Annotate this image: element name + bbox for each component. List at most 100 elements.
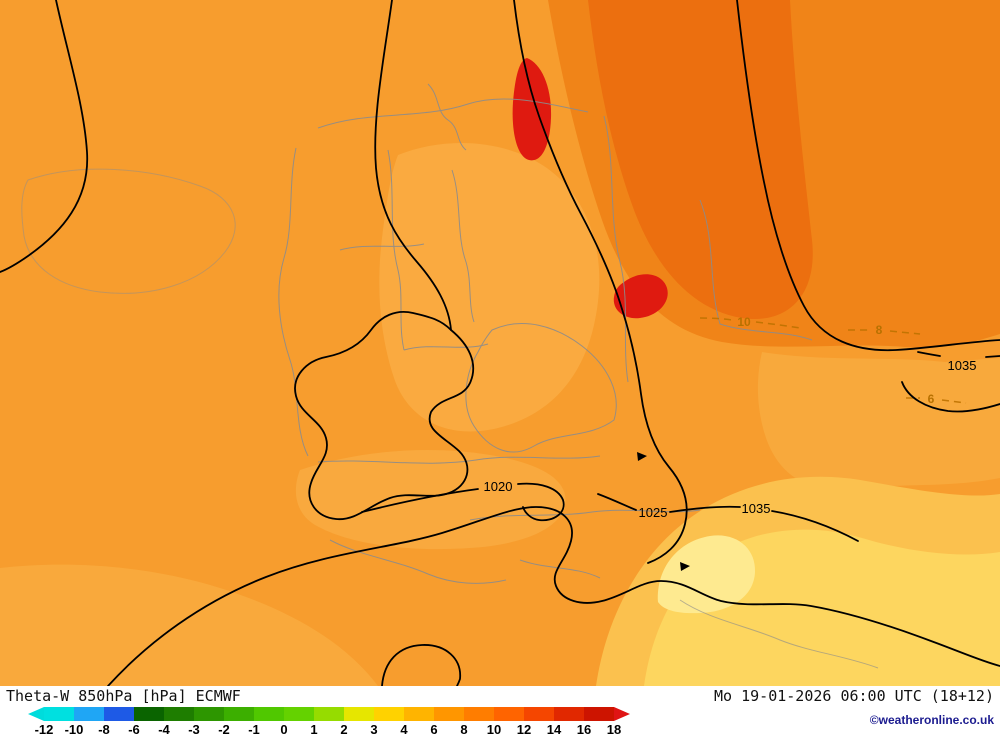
colorbar-legend <box>28 707 630 721</box>
colorbar-segment <box>284 707 314 721</box>
contour-label-1035: 1035 <box>948 358 977 373</box>
border-internal-1 <box>387 149 489 351</box>
temp-region-hot-blob-center <box>613 274 668 319</box>
colorbar-tick-label: -4 <box>158 722 170 737</box>
colorbar-segments <box>44 707 614 721</box>
coastline-northwest <box>21 168 236 294</box>
temp-region-coolest-pocket <box>657 535 756 614</box>
colorbar-tick-label: -12 <box>34 722 54 737</box>
colorbar-tick-label: -3 <box>188 722 200 737</box>
colorbar-segment <box>314 707 344 721</box>
colorbar-tick-label: -1 <box>248 722 260 737</box>
colorbar-tick-label: 10 <box>486 722 502 737</box>
temp-region-warm-core <box>588 0 813 320</box>
border-internal-2 <box>339 243 425 251</box>
colorbar-segment <box>584 707 614 721</box>
contour-label-8: 8 <box>876 323 883 337</box>
colorbar-segment <box>464 707 494 721</box>
contour-label-1025: 1025 <box>639 505 668 520</box>
theta-contour-6 <box>906 397 967 404</box>
colorbar-segment <box>134 707 164 721</box>
border-south <box>317 455 601 464</box>
isobar-west <box>0 0 89 273</box>
colorbar-tick-label: 2 <box>340 722 348 737</box>
colorbar-tick-label: 8 <box>460 722 468 737</box>
colorbar-segment <box>224 707 254 721</box>
colorbar-arrow-left-icon <box>28 707 44 721</box>
footer-scale: -12 -10 -8 -6 -4 -3 -2 -1 0 1 2 3 4 6 8 10 12 14 16 18 ©wea… <box>0 705 1000 737</box>
isobar-central-cell <box>294 311 475 520</box>
contour-tick-2 <box>680 562 690 571</box>
colorbar-segment <box>374 707 404 721</box>
colorbar-segment <box>554 707 584 721</box>
colorbar-tick-label: -10 <box>64 722 84 737</box>
colorbar-segment <box>434 707 464 721</box>
theta-contours <box>699 317 967 404</box>
isobar-northeast <box>736 0 1000 352</box>
footer: Theta-W 850hPa [hPa] ECMWF Mo 19-01-2026… <box>0 686 1000 737</box>
colorbar-segment <box>164 707 194 721</box>
colorbar-tick-label: 1 <box>310 722 318 737</box>
temp-region-southwest-band <box>0 564 378 686</box>
colorbar-segment <box>404 707 434 721</box>
colorbar-tick-label: -8 <box>98 722 110 737</box>
colorbar-tick-label: 14 <box>546 722 562 737</box>
colorbar-segment <box>524 707 554 721</box>
colorbar-segment <box>344 707 374 721</box>
temp-region-hot-blob-north <box>512 58 552 161</box>
border-north <box>317 98 589 129</box>
isobar-1025-1035 <box>597 493 859 542</box>
colorbar-tick-label: 3 <box>370 722 378 737</box>
colorbar-tick-labels: -12 -10 -8 -6 -4 -3 -2 -1 0 1 2 3 4 6 8 10 12 14 16 18 <box>35 722 624 737</box>
border-bohemia <box>465 323 617 453</box>
copyright: ©weatheronline.co.uk <box>869 713 994 727</box>
temp-region-east-band <box>757 352 1000 490</box>
colorbar-arrow-right-icon <box>614 707 630 721</box>
border-internal-3 <box>451 169 475 323</box>
colorbar-segment <box>44 707 74 721</box>
isobar-south-sweep <box>107 506 1000 686</box>
temperature-shading <box>0 0 1000 686</box>
coastline-north <box>427 83 467 151</box>
contour-label-6: 6 <box>928 392 935 406</box>
chart-datetime: Mo 19-01-2026 06:00 UTC (18+12) <box>714 687 994 705</box>
contour-label-1020: 1020 <box>484 479 513 494</box>
colorbar-tick-label: 12 <box>516 722 532 737</box>
isobar-1035-lower <box>901 381 1000 413</box>
theta-contour-8 <box>848 329 921 335</box>
colorbar-tick-label: -6 <box>128 722 140 737</box>
border-west <box>278 147 309 457</box>
colorbar-segment <box>494 707 524 721</box>
border-alps <box>469 509 701 521</box>
colorbar-tick-label: -2 <box>218 722 230 737</box>
country-borders <box>21 83 879 669</box>
colorbar-segment <box>194 707 224 721</box>
colorbar-segment <box>254 707 284 721</box>
footer-titles: Theta-W 850hPa [hPa] ECMWF Mo 19-01-2026… <box>0 686 1000 705</box>
border-east <box>603 115 629 383</box>
weather-map-canvas: 1020 1025 1035 1035 10 8 6 <box>0 0 1000 686</box>
isobar-north-center <box>374 0 452 331</box>
colorbar-tick-label: 18 <box>606 722 622 737</box>
colorbar-segment <box>104 707 134 721</box>
border-internal-4 <box>329 539 601 584</box>
colorbar-tick-label: 4 <box>400 722 408 737</box>
chart-title: Theta-W 850hPa [hPa] ECMWF <box>6 687 241 705</box>
contour-label-10: 10 <box>737 315 751 329</box>
theta-contour-10 <box>699 317 801 329</box>
colorbar-tick-label: 16 <box>576 722 592 737</box>
border-east-2 <box>699 199 813 341</box>
colorbar-tick-label: 0 <box>280 722 288 737</box>
contour-labels: 1020 1025 1035 1035 10 8 6 <box>484 315 977 520</box>
isobar-south-loop <box>381 644 461 686</box>
border-southeast <box>679 599 879 669</box>
isobar-1035-upper <box>917 351 1000 358</box>
colorbar-segment <box>74 707 104 721</box>
temp-region-south-light <box>295 450 566 550</box>
pressure-contours <box>0 0 1000 686</box>
weather-map: 1020 1025 1035 1035 10 8 6 <box>0 0 1000 686</box>
colorbar-tick-label: 6 <box>430 722 438 737</box>
isobar-east-long <box>513 0 688 564</box>
contour-label-1035: 1035 <box>742 501 771 516</box>
temp-region-center-light <box>379 142 600 432</box>
